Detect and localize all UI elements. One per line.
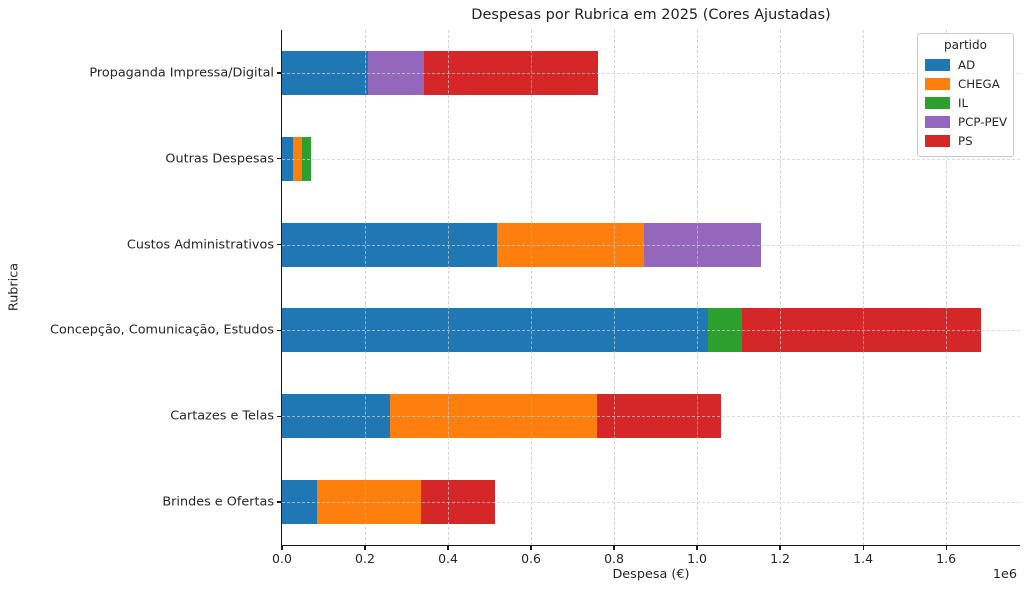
legend-swatch-chega <box>925 77 950 90</box>
legend-entry: AD <box>925 55 1006 74</box>
y-tick-mark <box>277 501 281 503</box>
bar-segment-chega <box>316 480 421 525</box>
bar-segment-pcp-pev <box>644 222 761 267</box>
legend-label: PCP-PEV <box>958 114 1008 129</box>
bar-segment-ps <box>420 480 495 525</box>
x-tick-mark <box>281 546 283 550</box>
axis-offset-label: 1e6 <box>992 567 1017 582</box>
bar-segment-ps <box>596 394 721 439</box>
bar-segment-chega <box>293 136 302 181</box>
legend-title: partido <box>944 38 987 52</box>
x-tick-label: 1.6 <box>936 551 957 566</box>
y-tick-label: Outras Despesas <box>165 151 274 167</box>
bar-row <box>282 50 599 95</box>
bar-segment-ad <box>282 50 368 95</box>
x-tick-label: 1.0 <box>687 551 708 566</box>
bar-segment-pcp-pev <box>367 50 424 95</box>
x-tick-mark <box>779 546 781 550</box>
bar-segment-ps <box>423 50 599 95</box>
bars-layer <box>282 30 1020 545</box>
x-tick-mark <box>530 546 532 550</box>
legend-entry: IL <box>925 93 1006 112</box>
y-tick-mark <box>277 158 281 160</box>
x-tick-mark <box>696 546 698 550</box>
x-tick-label: 0.6 <box>521 551 541 566</box>
legend-entry: PS <box>925 131 1006 150</box>
legend-entry: CHEGA <box>925 74 1006 93</box>
bar-row <box>282 308 981 353</box>
bar-segment-ad <box>282 222 497 267</box>
y-tick-label: Concepção, Comunicação, Estudos <box>50 322 274 338</box>
bar-segment-ad <box>282 308 708 353</box>
legend-label: AD <box>958 57 976 72</box>
bar-segment-ps <box>741 308 981 353</box>
bar-segment-il <box>707 308 742 353</box>
y-tick-mark <box>277 415 281 417</box>
legend-swatch-il <box>925 96 950 109</box>
chart-title: Despesas por Rubrica em 2025 (Cores Ajus… <box>471 7 831 23</box>
x-tick-label: 1.2 <box>770 551 791 566</box>
y-tick-mark <box>277 243 281 246</box>
legend-entry: PCP-PEV <box>925 112 1008 131</box>
legend-swatch-ps <box>925 134 950 147</box>
y-tick-label: Custos Administrativos <box>126 237 274 253</box>
bar-segment-chega <box>496 222 645 267</box>
x-tick-mark <box>862 546 864 550</box>
x-tick-label: 0.4 <box>438 551 458 566</box>
x-tick-label: 0.0 <box>272 551 292 566</box>
bar-segment-il <box>301 136 311 181</box>
y-axis-spine <box>281 30 283 546</box>
x-tick-mark <box>364 546 366 550</box>
x-tick-label: 0.2 <box>355 551 375 566</box>
y-tick-mark <box>277 72 281 74</box>
legend-swatch-ad <box>925 58 950 71</box>
x-tick-label: 1.4 <box>853 551 874 566</box>
bar-row <box>282 222 761 267</box>
legend-label: CHEGA <box>958 76 1000 91</box>
bar-row <box>282 136 311 181</box>
bar-segment-ad <box>282 480 317 525</box>
x-axis-spine <box>281 544 1020 546</box>
bar-segment-ad <box>282 136 294 181</box>
x-axis-label: Despesa (€) <box>612 567 690 582</box>
legend-swatch-pcp-pev <box>925 115 950 128</box>
y-tick-label: Propaganda Impressa/Digital <box>89 65 274 81</box>
legend-label: PS <box>958 133 973 148</box>
plot-area <box>282 30 1020 545</box>
bar-row <box>282 394 721 439</box>
bar-row <box>282 480 495 525</box>
legend-entries: AD CHEGA IL PCP-PEV PS <box>925 55 1008 150</box>
bar-segment-ad <box>282 394 390 439</box>
x-tick-mark <box>447 546 449 550</box>
y-tick-mark <box>277 329 281 331</box>
y-axis-label: Rubrica <box>6 262 22 312</box>
x-tick-mark <box>945 546 947 550</box>
bar-segment-chega <box>389 394 597 439</box>
y-tick-label: Brindes e Ofertas <box>162 494 274 510</box>
legend-label: IL <box>958 95 969 110</box>
legend: partido AD CHEGA IL PCP-PEV PS <box>917 33 1014 157</box>
x-tick-mark <box>613 546 615 550</box>
y-tick-label: Cartazes e Telas <box>170 408 274 424</box>
x-tick-label: 0.8 <box>604 551 624 566</box>
